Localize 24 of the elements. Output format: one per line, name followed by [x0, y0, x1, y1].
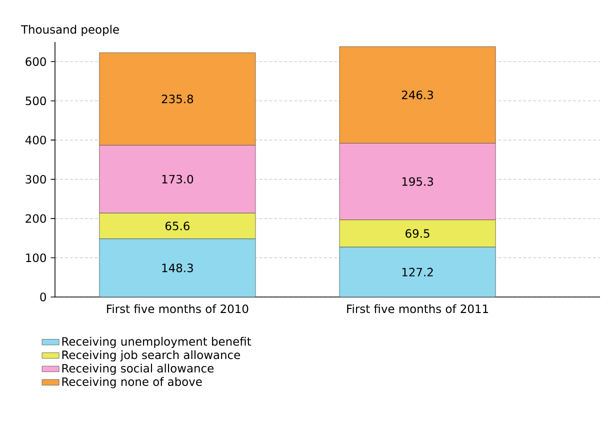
data-label: 235.8: [162, 94, 194, 104]
data-label: 195.3: [402, 177, 434, 186]
x-tick-label: First five months of 2011: [347, 304, 488, 314]
y-axis-title: Thousand people: [20, 24, 119, 36]
data-label: 173.0: [162, 174, 194, 184]
y-tick-label: 600: [26, 57, 46, 66]
bar: [339, 246, 496, 297]
y-tick-label: 200: [26, 214, 46, 223]
y-tick-label: 400: [25, 136, 46, 144]
y-tick-label: 500: [26, 96, 46, 106]
legend-label: Receiving none of above: [62, 377, 202, 388]
bar: [99, 238, 256, 297]
legend-label: Receiving social allowance: [62, 364, 214, 375]
data-label: 65.6: [165, 222, 190, 230]
y-tick-label: 300: [26, 174, 46, 184]
legend-label: Receiving unemployment benefit: [62, 336, 252, 348]
y-tick-label: 100: [26, 253, 46, 262]
x-tick-label: First five months of 2010: [107, 304, 248, 314]
legend-label: Receiving job search allowance: [62, 350, 240, 362]
data-label: 246.3: [402, 90, 434, 100]
data-label: 148.3: [162, 264, 193, 272]
data-label: 69.5: [406, 229, 430, 238]
y-tick-label: 0: [40, 292, 46, 302]
data-label: 127.2: [402, 268, 433, 276]
